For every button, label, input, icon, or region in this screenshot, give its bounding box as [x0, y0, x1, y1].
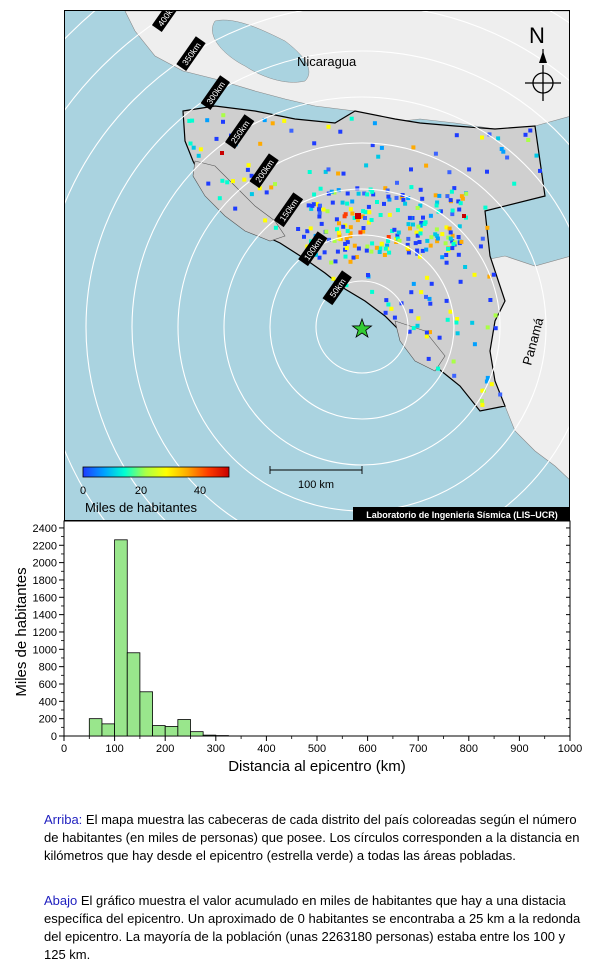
x-tick-label: 600: [358, 743, 376, 755]
caption-top-lead: Arriba:: [44, 812, 83, 827]
histogram-bar: [164, 726, 179, 737]
ring-300km: [85, 50, 569, 520]
colorbar-tick-20: 20: [135, 485, 147, 497]
ring-50km: [315, 280, 409, 374]
credit-text: Laboratorio de Ingeniería Sísmica (LIS–U…: [366, 510, 558, 520]
colorbar-tick-40: 40: [194, 485, 206, 497]
histogram-bar: [88, 718, 103, 737]
colorbar: 0 20 40 Miles de habitantes: [80, 466, 230, 515]
histogram-bar: [202, 734, 217, 737]
histogram-bar: [126, 652, 141, 737]
x-tick-label: 400: [257, 743, 275, 755]
x-tick-label: 1000: [558, 743, 582, 755]
x-tick-label: 500: [308, 743, 326, 755]
compass-icon: N: [525, 23, 561, 101]
y-tick-label: 400: [39, 696, 57, 708]
population-distance-histogram: 0 100 200 300 400 500 600 700 800 900 1000 0 200 400…: [0, 520, 590, 780]
ring-100km: [269, 234, 455, 420]
colorbar-ramp: [82, 466, 230, 478]
nicaragua-lake: [212, 19, 310, 83]
histogram-bar: [139, 691, 153, 737]
y-tick-label: 200: [39, 714, 57, 726]
ring-250km: [131, 96, 569, 520]
histogram-bars: [88, 539, 229, 737]
x-tick-label: 700: [409, 743, 427, 755]
district-population-markers: [187, 113, 542, 407]
x-tick-label: 0: [61, 743, 67, 755]
epicenter-star: [351, 317, 373, 338]
credit-box: Laboratorio de Ingeniería Sísmica (LIS–U…: [353, 507, 569, 520]
epicenter-map: 50km100km150km200km250km300km350km400km4…: [64, 10, 570, 521]
x-axis-ticks: 0 100 200 300 400 500 600 700 800 900 1000: [61, 736, 582, 755]
x-axis-label: Distancia al epicentro (km): [228, 758, 406, 775]
y-tick-label: 1400: [33, 610, 57, 622]
histogram-bar: [190, 731, 204, 737]
scale-bar: 100 km: [269, 466, 363, 491]
north-label: N: [529, 23, 545, 48]
x-tick-label: 200: [156, 743, 174, 755]
y-tick-label: 2200: [33, 540, 57, 552]
histogram-bar: [152, 725, 166, 737]
histogram-bar: [177, 719, 191, 737]
x-tick-label: 900: [510, 743, 528, 755]
y-axis-label: Miles de habitantes: [13, 567, 30, 696]
x-tick-label: 300: [207, 743, 225, 755]
y-tick-label: 1800: [33, 575, 57, 587]
colorbar-tick-0: 0: [80, 485, 86, 497]
scale-bar-label: 100 km: [298, 479, 334, 491]
y-tick-label: 1200: [33, 627, 57, 639]
ring-150km: [223, 188, 501, 466]
caption-top: Arriba: El mapa muestra las cabeceras de…: [44, 811, 585, 865]
country-label-nicaragua: Nicaragua: [297, 54, 357, 69]
y-tick-label: 0: [51, 731, 57, 743]
y-tick-label: 2000: [33, 558, 57, 570]
y-tick-label: 2400: [33, 523, 57, 535]
caption-bottom-lead: Abajo: [44, 893, 78, 908]
y-axis-ticks: 0 200 400 600 800 1000 1200 1400 1600 1800 2000 220…: [33, 523, 570, 743]
caption-bottom: Abajo El gráfico muestra el valor acumul…: [44, 892, 585, 964]
x-tick-label: 100: [105, 743, 123, 755]
y-tick-label: 800: [39, 662, 57, 674]
caption-bottom-text: El gráfico muestra el valor acumulado en…: [44, 893, 581, 962]
histogram-bar: [101, 723, 115, 737]
y-tick-label: 1000: [33, 644, 57, 656]
y-tick-label: 1600: [33, 592, 57, 604]
caption-top-text: El mapa muestra las cabeceras de cada di…: [44, 812, 580, 863]
histogram-bar: [114, 539, 128, 737]
y-tick-label: 600: [39, 679, 57, 691]
colorbar-title: Miles de habitantes: [85, 500, 198, 515]
x-tick-label: 800: [460, 743, 478, 755]
